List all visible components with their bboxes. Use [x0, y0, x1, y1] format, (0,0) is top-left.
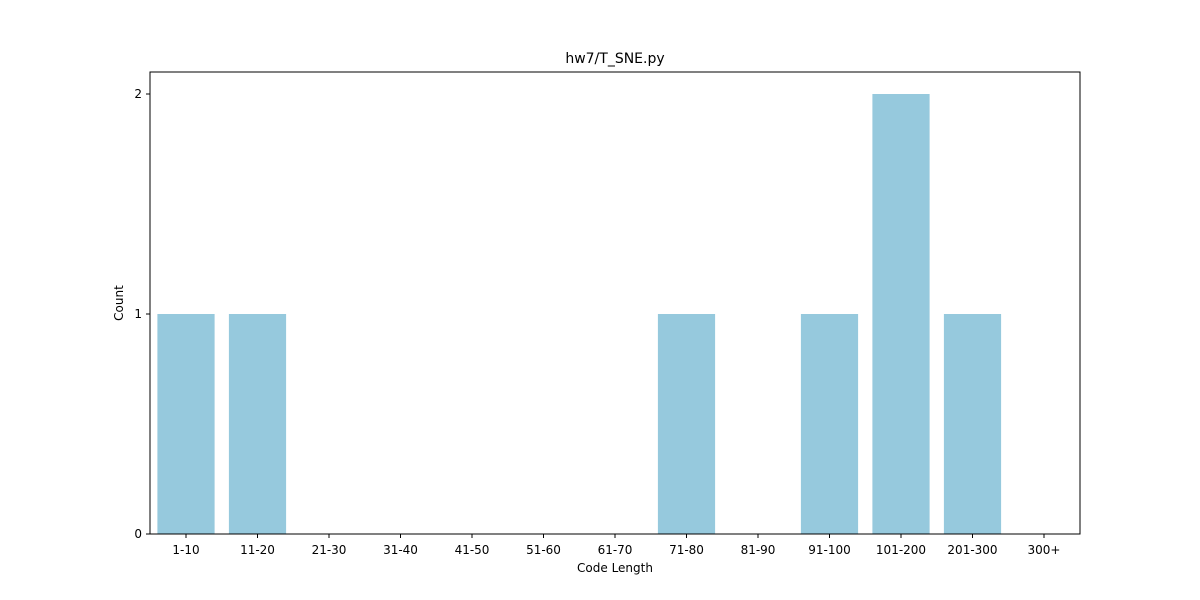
bar-201-300	[943, 314, 1002, 534]
x-axis-label: Code Length	[577, 561, 653, 575]
x-tick-label: 300+	[1028, 543, 1061, 557]
x-tick-label: 61-70	[598, 543, 633, 557]
y-axis-label: Count	[112, 285, 126, 321]
bars-group	[157, 94, 1002, 534]
x-tick-label: 101-200	[876, 543, 926, 557]
bar-101-200	[872, 94, 930, 534]
x-tick-label: 41-50	[455, 543, 490, 557]
bar-91-100	[800, 314, 859, 534]
y-tick-label: 1	[134, 307, 142, 321]
x-tick-label: 21-30	[312, 543, 347, 557]
x-axis-ticks: 1-10 11-20 21-30 31-40 41-50 51-60 61-70 71-80 8…	[172, 534, 1060, 557]
x-tick-label: 81-90	[741, 543, 776, 557]
x-tick-label: 91-100	[808, 543, 851, 557]
bar-71-80	[657, 314, 716, 534]
x-tick-label: 71-80	[669, 543, 704, 557]
x-tick-label: 201-300	[947, 543, 997, 557]
y-axis-ticks: 0 1 2	[134, 87, 150, 541]
x-tick-label: 51-60	[526, 543, 561, 557]
y-tick-label: 0	[134, 527, 142, 541]
chart-title: hw7/T_SNE.py	[565, 51, 664, 67]
plot-frame	[149, 71, 1081, 535]
bar-1-10	[157, 314, 215, 534]
x-tick-label: 11-20	[240, 543, 275, 557]
x-tick-label: 1-10	[172, 543, 199, 557]
y-tick-label: 2	[134, 87, 142, 101]
bar-11-20	[228, 314, 287, 534]
x-tick-label: 31-40	[383, 543, 418, 557]
